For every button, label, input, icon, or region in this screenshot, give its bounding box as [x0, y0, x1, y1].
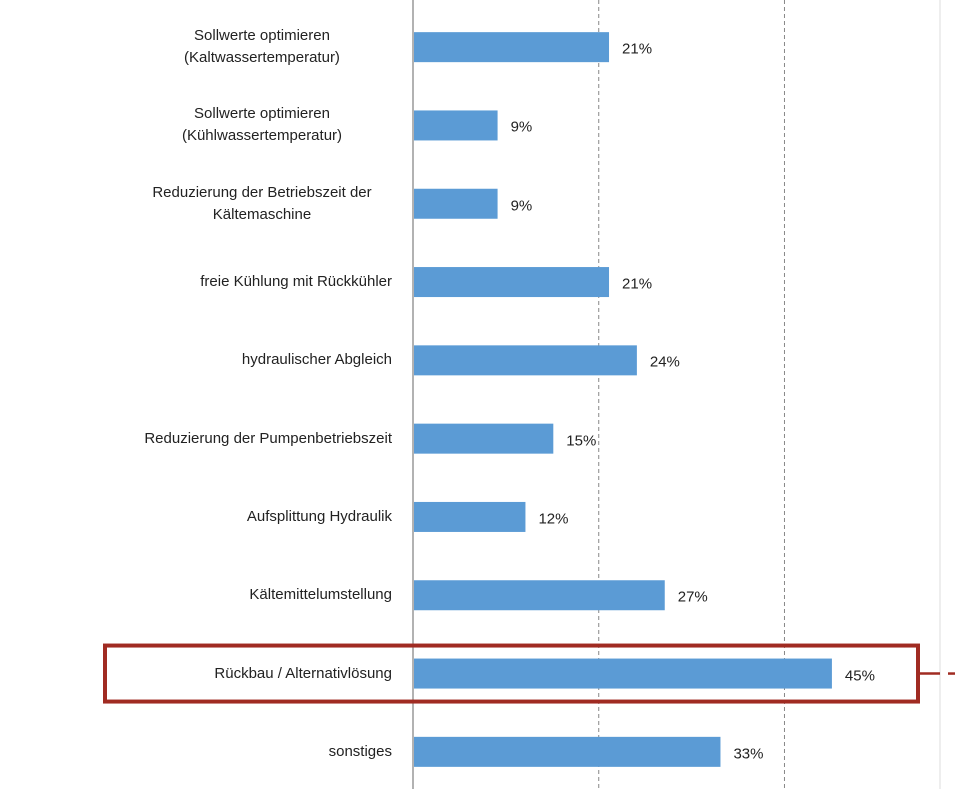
value-label: 15% [566, 432, 597, 450]
bar [414, 267, 610, 298]
category-label: Kältemittelumstellung [249, 586, 392, 604]
value-label: 33% [733, 745, 764, 763]
bar [414, 423, 554, 454]
value-label: 21% [622, 40, 653, 58]
bar [414, 501, 526, 532]
bar [414, 658, 832, 689]
bar [414, 110, 498, 141]
category-label: Sollwerte optimieren (Kühlwassertemperat… [181, 105, 343, 145]
value-label: 9% [510, 197, 533, 215]
value-label: 24% [649, 353, 680, 371]
bar [414, 32, 610, 63]
category-label: sonstiges [328, 742, 392, 760]
category-label: Reduzierung der Pumpenbetriebszeit [144, 429, 392, 447]
bar [414, 345, 637, 376]
bar [414, 188, 498, 219]
value-label: 21% [622, 275, 653, 293]
category-label: Aufsplittung Hydraulik [246, 507, 392, 525]
category-label: freie Kühlung mit Rückkühler [200, 273, 392, 291]
category-label: Reduzierung der Betriebszeit der Kältema… [152, 183, 372, 223]
value-label: 45% [844, 667, 875, 685]
category-label: hydraulischer Abgleich [241, 351, 392, 369]
bar [414, 736, 721, 767]
value-label: 27% [677, 588, 708, 606]
category-label: Sollwerte optimieren (Kaltwassertemperat… [184, 27, 340, 67]
bar [414, 580, 665, 611]
category-label: Rückbau / Alternativlösung [214, 664, 392, 682]
value-label: 9% [510, 118, 533, 136]
value-label: 12% [538, 510, 569, 528]
